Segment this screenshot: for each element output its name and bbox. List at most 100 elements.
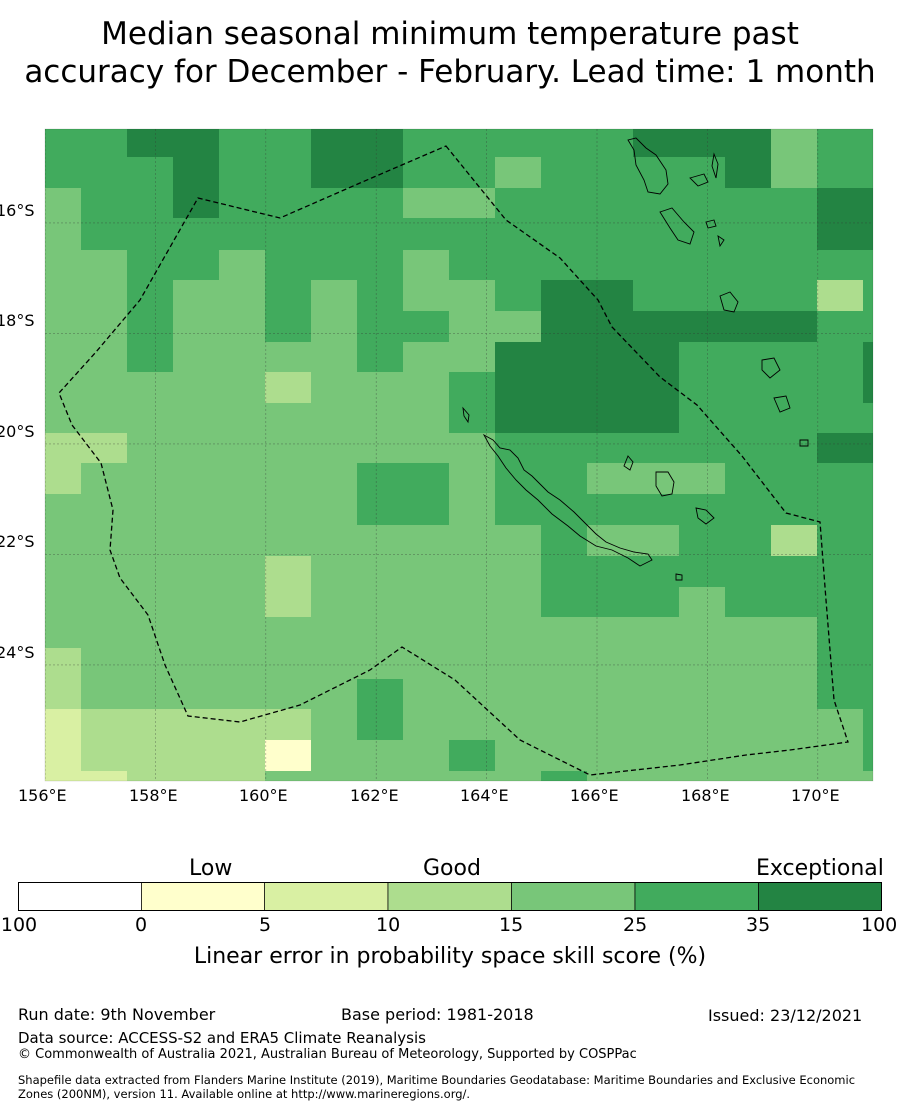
- grid-cell: [127, 494, 174, 526]
- colorbar-tick: 100: [861, 914, 898, 936]
- grid-cell: [45, 771, 82, 781]
- grid-cell: [771, 617, 818, 649]
- grid-cell: [863, 129, 873, 158]
- lon-label: 166°E: [570, 786, 619, 805]
- grid-cell: [771, 494, 818, 526]
- grid-cell: [311, 679, 358, 710]
- grid-cell: [679, 648, 726, 680]
- grid-cell: [863, 525, 873, 557]
- grid-cell: [265, 280, 312, 312]
- grid-cell: [817, 188, 864, 219]
- grid-cell: [633, 433, 680, 464]
- grid-cell: [817, 771, 864, 781]
- grid-cell: [311, 648, 358, 680]
- grid-cell: [771, 556, 818, 588]
- grid-cell: [863, 280, 873, 312]
- grid-cell: [173, 433, 220, 464]
- grid-cell: [863, 648, 873, 680]
- grid-cell: [173, 525, 220, 557]
- grid-cell: [127, 771, 174, 781]
- grid-cell: [817, 342, 864, 373]
- grid-cell: [449, 648, 496, 680]
- grid-cell: [311, 403, 358, 434]
- grid-cell: [173, 463, 220, 495]
- grid-cell: [495, 525, 542, 557]
- grid-cell: [495, 648, 542, 680]
- grid-cell: [45, 280, 82, 312]
- grid-cell: [495, 280, 542, 312]
- grid-cell: [817, 403, 864, 434]
- grid-cell: [403, 648, 450, 680]
- grid-cell: [311, 129, 358, 158]
- grid-cell: [265, 342, 312, 373]
- grid-cell: [45, 129, 82, 158]
- grid-cell: [357, 525, 404, 557]
- grid-cell: [541, 218, 588, 251]
- grid-cell: [265, 157, 312, 189]
- grid-cell: [173, 587, 220, 618]
- lat-label: 24°S: [0, 643, 35, 662]
- grid-cell: [679, 218, 726, 251]
- grid-cell: [403, 617, 450, 649]
- grid-cell: [357, 433, 404, 464]
- grid-cell: [541, 463, 588, 495]
- grid-cell: [45, 311, 82, 343]
- grid-cell: [817, 372, 864, 404]
- grid-cell: [863, 372, 873, 404]
- grid-cell: [725, 188, 772, 219]
- grid-cell: [633, 403, 680, 434]
- legend-category-good: Good: [423, 856, 481, 881]
- grid-cell: [633, 250, 680, 281]
- grid-cell: [219, 709, 266, 741]
- grid-cell: [817, 218, 864, 251]
- grid-cell: [587, 218, 634, 251]
- grid-cell: [357, 617, 404, 649]
- grid-cell: [81, 494, 128, 526]
- grid-cell: [495, 771, 542, 781]
- grid-cell: [403, 525, 450, 557]
- grid-cell: [311, 372, 358, 404]
- grid-cell: [679, 525, 726, 557]
- grid-cell: [219, 494, 266, 526]
- grid-cell: [495, 463, 542, 495]
- grid-cell: [817, 433, 864, 464]
- grid-cell: [725, 771, 772, 781]
- grid-cell: [265, 129, 312, 158]
- grid-cell: [81, 587, 128, 618]
- grid-cell: [771, 157, 818, 189]
- grid-cell: [633, 771, 680, 781]
- grid-cell: [679, 250, 726, 281]
- map-title-line-1: Median seasonal minimum temperature past: [101, 16, 799, 52]
- grid-cell: [725, 587, 772, 618]
- grid-cell: [725, 433, 772, 464]
- grid-cell: [173, 679, 220, 710]
- grid-cell: [633, 709, 680, 741]
- grid-cell: [81, 771, 128, 781]
- grid-cell: [265, 188, 312, 219]
- grid-cell: [81, 403, 128, 434]
- grid-cell: [357, 403, 404, 434]
- grid-cell: [403, 771, 450, 781]
- grid-cell: [725, 617, 772, 649]
- colorbar-tick: 15: [499, 914, 524, 936]
- grid-cell: [357, 771, 404, 781]
- grid-cell: [311, 709, 358, 741]
- grid-cell: [357, 157, 404, 189]
- grid-cell: [587, 771, 634, 781]
- grid-cell: [311, 218, 358, 251]
- grid-cell: [495, 250, 542, 281]
- grid-cell: [633, 157, 680, 189]
- grid-cell: [725, 218, 772, 251]
- grid-cell: [587, 463, 634, 495]
- grid-cell: [863, 403, 873, 434]
- grid-cell: [265, 433, 312, 464]
- grid-cell: [771, 771, 818, 781]
- grid-cell: [403, 372, 450, 404]
- grid-cell: [219, 188, 266, 219]
- grid-cell: [173, 250, 220, 281]
- grid-cell: [219, 771, 266, 781]
- colorbar-tick: 0: [135, 914, 148, 936]
- grid-cell: [81, 463, 128, 495]
- grid-cell: [863, 679, 873, 710]
- grid-cell: [45, 679, 82, 710]
